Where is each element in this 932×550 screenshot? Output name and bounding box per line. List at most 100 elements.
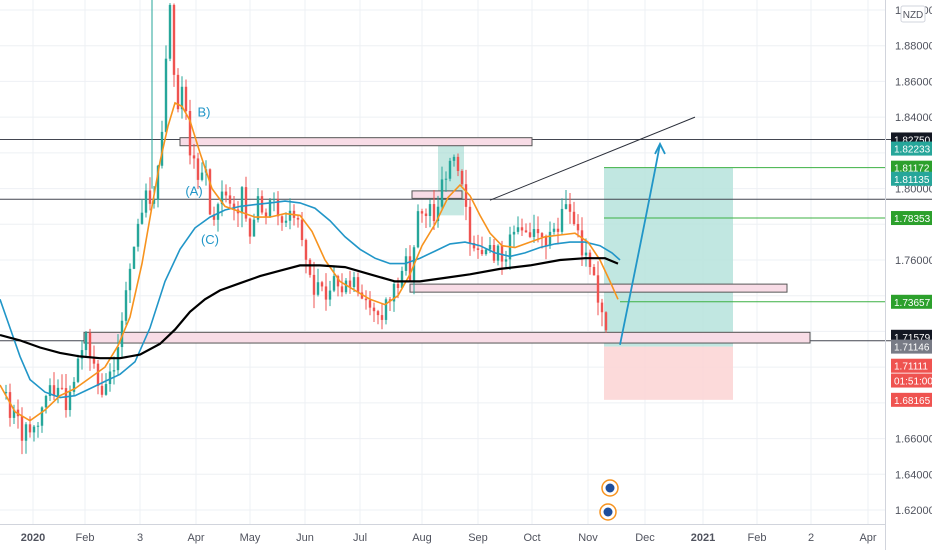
- target-zone[interactable]: [604, 167, 733, 347]
- candle[interactable]: [332, 267, 336, 293]
- supply-demand-zone[interactable]: [411, 190, 463, 199]
- candle[interactable]: [372, 302, 376, 323]
- candle[interactable]: [212, 206, 216, 226]
- candle[interactable]: [276, 191, 280, 226]
- candle[interactable]: [136, 218, 140, 252]
- candle[interactable]: [64, 373, 68, 418]
- candle[interactable]: [108, 363, 112, 392]
- candle[interactable]: [224, 184, 228, 203]
- candle[interactable]: [24, 422, 28, 454]
- candle[interactable]: [172, 3, 176, 87]
- candle[interactable]: [280, 215, 284, 231]
- candle[interactable]: [360, 284, 364, 300]
- candle[interactable]: [188, 99, 192, 165]
- candle[interactable]: [520, 218, 524, 237]
- candle[interactable]: [436, 195, 440, 228]
- candle[interactable]: [564, 190, 568, 210]
- candle[interactable]: [448, 157, 452, 182]
- candle[interactable]: [200, 162, 204, 182]
- candle[interactable]: [304, 238, 308, 274]
- candle[interactable]: [512, 225, 516, 248]
- candle[interactable]: [544, 234, 548, 260]
- candle[interactable]: [600, 298, 604, 327]
- candle[interactable]: [568, 192, 572, 224]
- candle[interactable]: [88, 328, 92, 371]
- candle[interactable]: [216, 202, 220, 232]
- candle[interactable]: [320, 280, 324, 292]
- candle[interactable]: [96, 359, 100, 395]
- candle[interactable]: [324, 273, 328, 311]
- candle[interactable]: [352, 271, 356, 293]
- candle[interactable]: [8, 383, 12, 427]
- candle[interactable]: [56, 379, 60, 404]
- candle[interactable]: [40, 406, 44, 433]
- candle[interactable]: [12, 404, 16, 424]
- candle[interactable]: [384, 297, 388, 325]
- candle[interactable]: [528, 222, 532, 239]
- candle[interactable]: [296, 214, 300, 228]
- candle[interactable]: [196, 152, 200, 189]
- candle[interactable]: [364, 290, 368, 310]
- candle[interactable]: [416, 204, 420, 249]
- candle[interactable]: [124, 281, 128, 326]
- candle[interactable]: [476, 234, 480, 259]
- candle[interactable]: [48, 378, 52, 401]
- candle[interactable]: [468, 198, 472, 256]
- supply-demand-zone[interactable]: [83, 331, 811, 344]
- candle[interactable]: [536, 216, 540, 243]
- candle[interactable]: [76, 354, 80, 384]
- currency-label[interactable]: NZD: [900, 5, 926, 23]
- candle[interactable]: [44, 394, 48, 414]
- candle[interactable]: [504, 250, 508, 269]
- candle[interactable]: [284, 212, 288, 227]
- candle[interactable]: [432, 190, 436, 231]
- supply-demand-zone[interactable]: [179, 137, 533, 147]
- candle[interactable]: [312, 261, 316, 309]
- candle[interactable]: [532, 214, 536, 243]
- candle[interactable]: [72, 377, 76, 396]
- candle[interactable]: [424, 208, 428, 228]
- candle[interactable]: [112, 356, 116, 385]
- candle[interactable]: [328, 280, 332, 307]
- candle[interactable]: [428, 199, 432, 228]
- candle[interactable]: [368, 291, 372, 316]
- candle[interactable]: [376, 309, 380, 325]
- candle[interactable]: [316, 268, 320, 297]
- projection-arrow[interactable]: [619, 143, 661, 346]
- candle[interactable]: [444, 171, 448, 192]
- candle[interactable]: [596, 261, 600, 316]
- candle[interactable]: [308, 258, 312, 278]
- candle[interactable]: [452, 154, 456, 167]
- candle[interactable]: [144, 183, 148, 218]
- candle[interactable]: [440, 166, 444, 210]
- candle[interactable]: [180, 76, 184, 119]
- candle[interactable]: [168, 3, 172, 62]
- candle[interactable]: [576, 214, 580, 238]
- candle[interactable]: [104, 373, 108, 396]
- candle[interactable]: [344, 278, 348, 295]
- candle[interactable]: [420, 208, 424, 223]
- candle[interactable]: [552, 222, 556, 235]
- candle[interactable]: [60, 374, 64, 391]
- candle[interactable]: [524, 223, 528, 233]
- candle[interactable]: [140, 198, 144, 225]
- candle[interactable]: [560, 198, 564, 235]
- candle[interactable]: [268, 198, 272, 219]
- candle[interactable]: [148, 177, 152, 211]
- candle[interactable]: [588, 249, 592, 275]
- candle[interactable]: [100, 373, 104, 398]
- candle[interactable]: [460, 169, 464, 186]
- trendline[interactable]: [489, 116, 696, 201]
- candle[interactable]: [456, 153, 460, 177]
- candle[interactable]: [132, 246, 136, 270]
- candle[interactable]: [392, 280, 396, 312]
- candle[interactable]: [556, 217, 560, 245]
- candle[interactable]: [192, 144, 196, 169]
- candle[interactable]: [228, 186, 232, 210]
- candle[interactable]: [540, 232, 544, 249]
- candle[interactable]: [160, 120, 164, 169]
- candle[interactable]: [516, 216, 520, 235]
- candle[interactable]: [220, 180, 224, 217]
- candle[interactable]: [36, 421, 40, 438]
- candle[interactable]: [572, 201, 576, 226]
